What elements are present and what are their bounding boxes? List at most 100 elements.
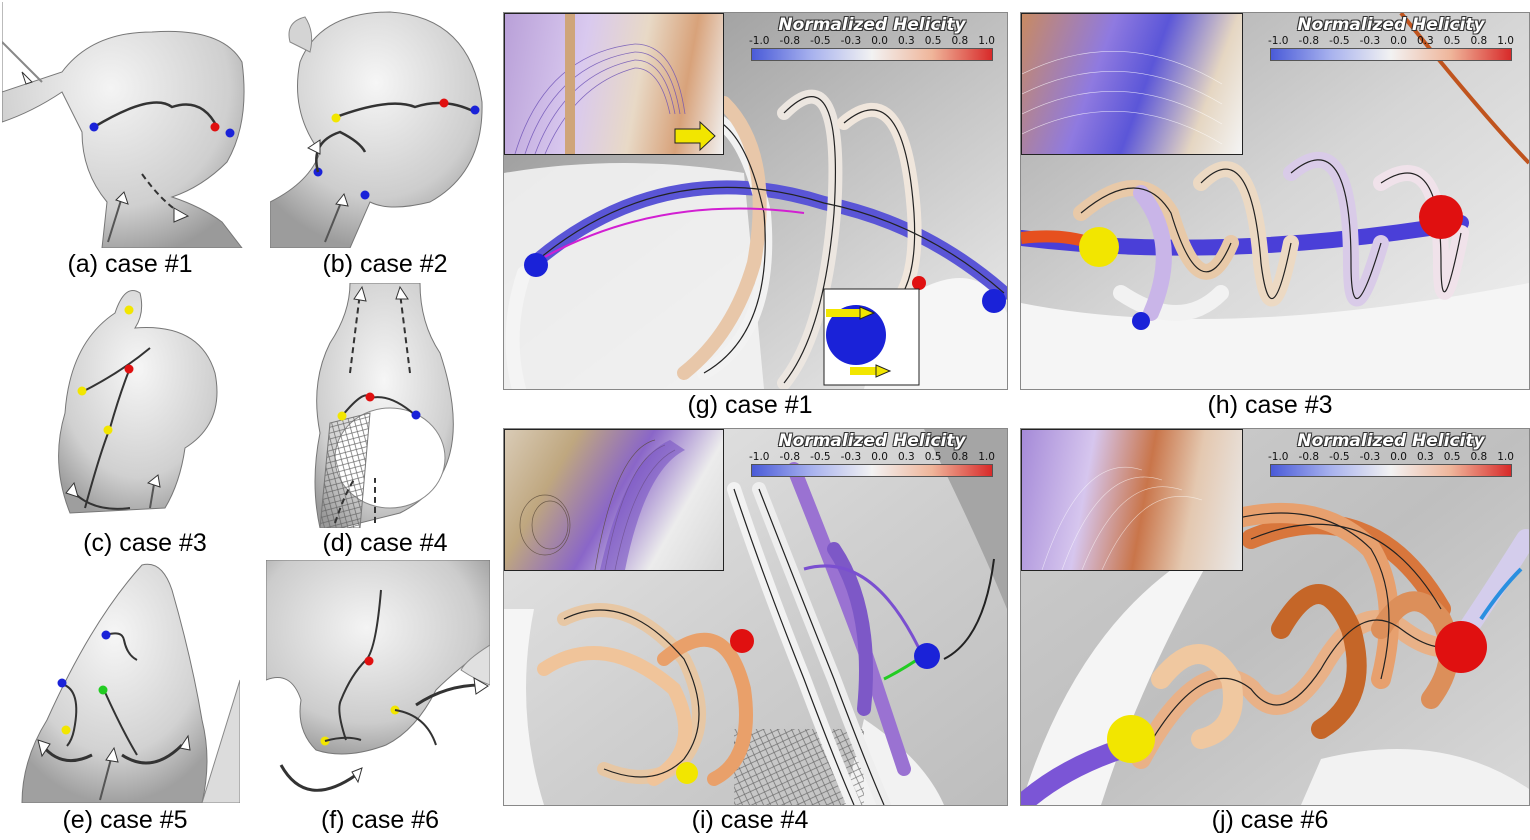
legend-tick: -1.0 [749, 35, 770, 47]
legend-tick: 0.8 [1470, 451, 1488, 463]
streamline-inset [504, 429, 724, 571]
legend-tick: 1.0 [978, 451, 995, 463]
streamline-inset [1021, 13, 1243, 155]
marker-blue [360, 190, 370, 200]
legend-ticks: -1.0 -0.8 -0.5 -0.3 0.0 0.3 0.5 0.8 1.0 [747, 35, 997, 47]
legend-tick: -0.5 [1329, 451, 1350, 463]
marker-green [98, 685, 108, 695]
panel-c-image [30, 283, 252, 528]
legend-tick: -1.0 [1268, 35, 1289, 47]
panel-i-image: Normalized Helicity -1.0 -0.8 -0.5 -0.3 0.0 0… [503, 428, 1008, 806]
marker-yellow [337, 411, 347, 421]
legend-tick: -0.5 [810, 451, 831, 463]
legend-tick: 0.8 [951, 451, 969, 463]
panel-a-image [2, 2, 252, 248]
legend-tick: 0.3 [897, 451, 915, 463]
marker-yellow [77, 386, 87, 396]
legend-tick: 0.8 [951, 35, 969, 47]
streamline-inset [1021, 429, 1243, 571]
marker-yellow [124, 305, 134, 315]
marker-blue [524, 253, 548, 277]
legend-colorbar [1270, 464, 1512, 477]
helicity-legend: Normalized Helicity -1.0 -0.8 -0.5 -0.3 0.0 0… [1266, 431, 1516, 483]
marker-yellow [1079, 227, 1119, 267]
panel-h-image: Normalized Helicity -1.0 -0.8 -0.5 -0.3 0.0 0… [1020, 12, 1530, 390]
marker-blue [470, 105, 480, 115]
legend-title: Normalized Helicity [778, 431, 966, 451]
legend-colorbar [1270, 48, 1512, 61]
legend-tick: 1.0 [1497, 451, 1514, 463]
legend-tick: 0.5 [924, 35, 942, 47]
marker-red [730, 629, 754, 653]
legend-tick: -0.8 [1298, 451, 1320, 463]
legend-tick: 0.3 [1416, 35, 1434, 47]
panel-f-image [266, 560, 490, 803]
marker-red [1435, 621, 1487, 673]
marker-yellow [1107, 715, 1155, 763]
panel-g-caption: (g) case #1 [687, 391, 813, 419]
legend-tick: 0.5 [1443, 35, 1461, 47]
marker-yellow [103, 425, 113, 435]
marker-blue [225, 128, 235, 138]
legend-tick: 0.3 [897, 35, 915, 47]
panel-d-image [300, 283, 458, 528]
legend-title: Normalized Helicity [1297, 15, 1485, 35]
legend-ticks: -1.0 -0.8 -0.5 -0.3 0.0 0.3 0.5 0.8 1.0 [747, 451, 997, 463]
panel-b-image [270, 2, 488, 248]
legend-tick: -1.0 [1268, 451, 1289, 463]
legend-tick: 0.0 [1390, 451, 1407, 463]
legend-tick: 0.0 [871, 451, 888, 463]
legend-title: Normalized Helicity [1297, 431, 1485, 451]
legend-tick: -0.5 [1329, 35, 1350, 47]
legend-tick: 1.0 [1497, 35, 1514, 47]
panel-c-caption: (c) case #3 [83, 529, 207, 557]
marker-red [124, 364, 134, 374]
panel-b-caption: (b) case #2 [322, 250, 448, 278]
legend-tick: -0.3 [1359, 451, 1381, 463]
helicity-legend: Normalized Helicity -1.0 -0.8 -0.5 -0.3 0.0 0… [747, 15, 997, 67]
legend-tick: -0.8 [1298, 35, 1320, 47]
legend-tick: 0.0 [871, 35, 888, 47]
helicity-legend: Normalized Helicity -1.0 -0.8 -0.5 -0.3 0.0 0… [747, 431, 997, 483]
legend-tick: -0.3 [840, 35, 862, 47]
marker-blue [1132, 312, 1150, 330]
legend-colorbar [751, 48, 993, 61]
helicity-legend: Normalized Helicity -1.0 -0.8 -0.5 -0.3 0.0 0… [1266, 15, 1516, 67]
legend-tick: 0.5 [924, 451, 942, 463]
legend-tick: -0.8 [779, 35, 801, 47]
marker-red [365, 392, 375, 402]
legend-tick: 0.3 [1416, 451, 1434, 463]
zoom-inset [823, 288, 920, 386]
marker-red [364, 656, 374, 666]
marker-yellow [676, 762, 698, 784]
legend-ticks: -1.0 -0.8 -0.5 -0.3 0.0 0.3 0.5 0.8 1.0 [1266, 35, 1516, 47]
legend-tick: 0.5 [1443, 451, 1461, 463]
marker-blue [914, 643, 940, 669]
panel-j-image: Normalized Helicity -1.0 -0.8 -0.5 -0.3 0.0 0… [1020, 428, 1530, 806]
panel-e-caption: (e) case #5 [62, 806, 188, 834]
panel-h-caption: (h) case #3 [1207, 391, 1333, 419]
panel-i-caption: (i) case #4 [691, 806, 809, 834]
marker-red [1419, 195, 1463, 239]
legend-colorbar [751, 464, 993, 477]
legend-tick: -0.5 [810, 35, 831, 47]
legend-tick: -0.3 [1359, 35, 1381, 47]
legend-tick: -1.0 [749, 451, 770, 463]
marker-blue [411, 410, 421, 420]
streamline-inset [504, 13, 724, 155]
panel-j-caption: (j) case #6 [1211, 806, 1329, 834]
legend-ticks: -1.0 -0.8 -0.5 -0.3 0.0 0.3 0.5 0.8 1.0 [1266, 451, 1516, 463]
marker-blue [101, 630, 111, 640]
legend-tick: -0.3 [840, 451, 862, 463]
marker-red [439, 98, 449, 108]
panel-d-caption: (d) case #4 [322, 529, 448, 557]
panel-a-caption: (a) case #1 [67, 250, 193, 278]
marker-yellow [331, 113, 341, 123]
legend-tick: 1.0 [978, 35, 995, 47]
legend-title: Normalized Helicity [778, 15, 966, 35]
legend-tick: 0.0 [1390, 35, 1407, 47]
legend-tick: 0.8 [1470, 35, 1488, 47]
legend-tick: -0.8 [779, 451, 801, 463]
marker-red [912, 276, 926, 290]
marker-blue [89, 122, 99, 132]
